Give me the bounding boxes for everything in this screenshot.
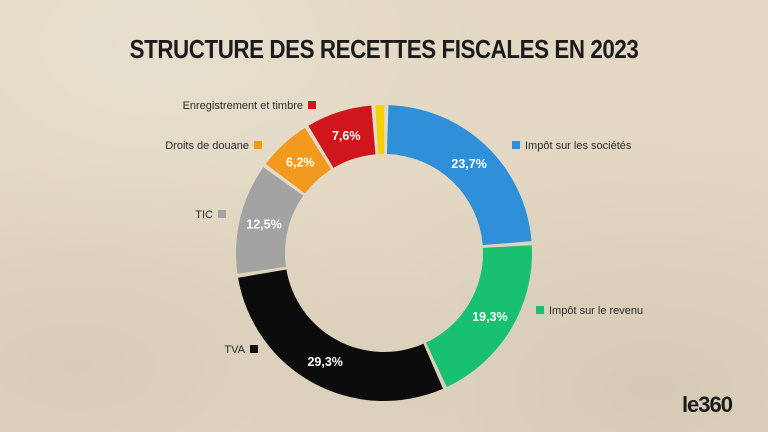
legend-swatch xyxy=(218,210,226,218)
legend-label: Impôt sur les sociétés xyxy=(525,140,632,152)
legend-item-tic: TIC xyxy=(195,209,226,221)
slice-droits-de-douane xyxy=(265,127,332,194)
legend-swatch xyxy=(536,306,544,314)
legend-item-impot-sur-le-revenu: Impôt sur le revenu xyxy=(536,305,643,317)
legend-item-tva: TVA xyxy=(224,344,258,356)
legend-swatch xyxy=(254,141,262,149)
data-label-droits-de-douane: 6,2% xyxy=(286,156,315,170)
slice-tic xyxy=(236,167,304,274)
legend-label: Impôt sur le revenu xyxy=(549,305,643,317)
legend-label: Enregistrement et timbre xyxy=(183,100,303,112)
legend-item-enregistrement-et-timbre: Enregistrement et timbre xyxy=(183,100,316,112)
slice-enregistrement-et-timbre xyxy=(308,105,376,168)
legend-label: Droits de douane xyxy=(165,140,249,152)
data-label-tic: 12,5% xyxy=(246,217,281,231)
legend-swatch xyxy=(250,345,258,353)
chart-title: STRUCTURE DES RECETTES FISCALES EN 2023 xyxy=(129,34,639,64)
slice-tva xyxy=(238,269,444,401)
legend-label: TVA xyxy=(224,344,245,356)
data-label-enregistrement-et-timbre: 7,6% xyxy=(332,129,361,143)
data-label-tva: 29,3% xyxy=(307,355,342,369)
legend-swatch xyxy=(308,101,316,109)
slice-other xyxy=(375,105,385,155)
slice-impot-sur-les-societes xyxy=(386,105,532,246)
data-label-impot-sur-le-revenu: 19,3% xyxy=(472,310,507,324)
brand-logo: le360 xyxy=(681,392,733,417)
legend-item-droits-de-douane: Droits de douane xyxy=(165,140,262,152)
data-label-impot-sur-les-societes: 23,7% xyxy=(451,157,486,171)
legend-item-impot-sur-les-societes: Impôt sur les sociétés xyxy=(512,140,632,152)
slice-impot-sur-le-revenu xyxy=(425,245,532,388)
legend-label: TIC xyxy=(195,209,213,221)
legend-swatch xyxy=(512,141,520,149)
